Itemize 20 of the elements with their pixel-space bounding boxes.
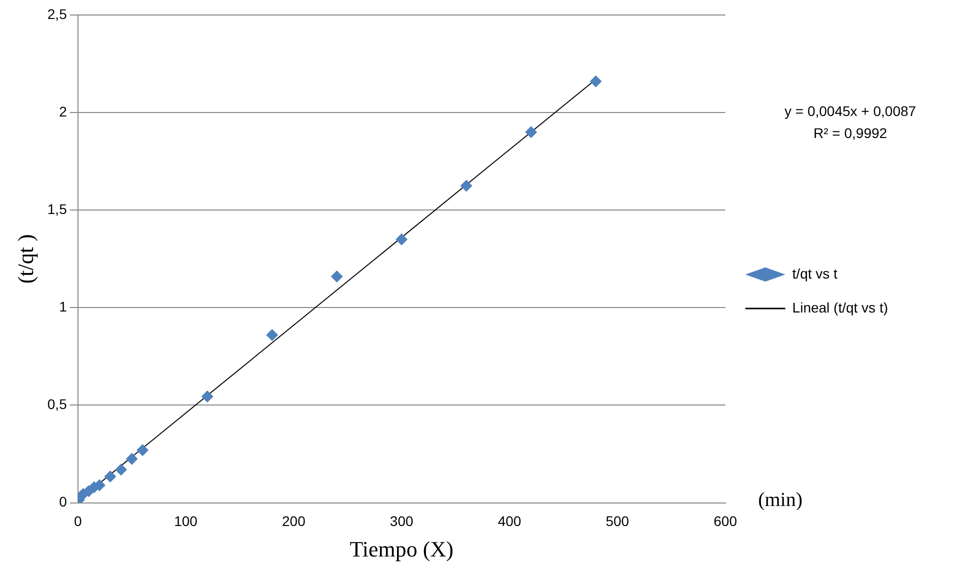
x-tick-label: 600 xyxy=(714,513,738,530)
y-tick-label: 2,5 xyxy=(47,6,68,22)
legend-label: t/qt vs t xyxy=(792,265,838,282)
x-tick-label: 300 xyxy=(390,513,414,530)
legend-label: Lineal (t/qt vs t) xyxy=(792,299,888,316)
x-tick-label: 0 xyxy=(74,513,82,530)
y-axis-title: (t/qt ) xyxy=(12,234,38,284)
x-axis-title: Tiempo (X) xyxy=(350,536,454,562)
y-tick-label: 0,5 xyxy=(47,396,68,412)
y-tick-label: 2 xyxy=(59,103,68,120)
text: R² = 0,9992 xyxy=(814,124,888,141)
text: (min) xyxy=(758,489,803,512)
y-tick-label: 1,5 xyxy=(47,200,68,217)
y-tick-label: 0 xyxy=(59,494,68,510)
x-tick-label: 200 xyxy=(282,513,306,530)
x-tick-label: 100 xyxy=(174,513,198,530)
x-tick-label: 500 xyxy=(606,513,630,530)
y-tick-label: 1 xyxy=(59,298,68,315)
text: y = 0,0045x + 0,0087 xyxy=(784,102,916,119)
x-tick-label: 400 xyxy=(498,513,522,530)
